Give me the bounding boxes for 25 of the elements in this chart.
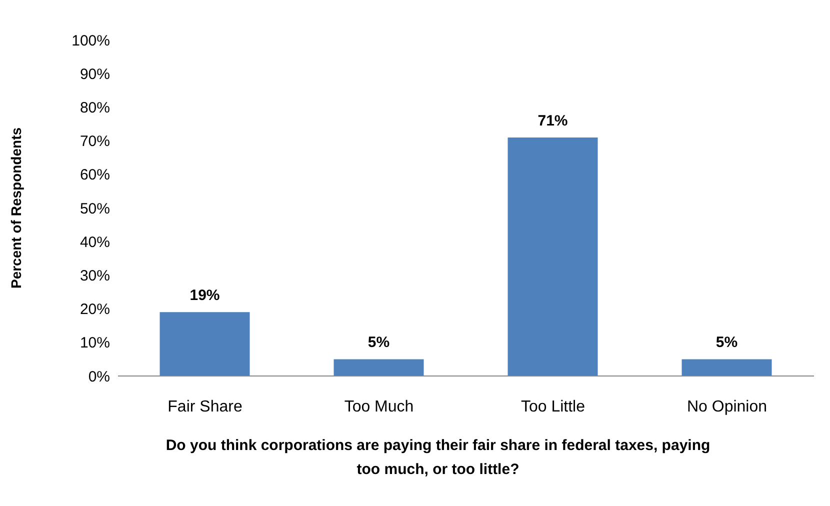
x-tick-label: Too Little [520, 398, 586, 416]
bar [160, 312, 250, 376]
y-axis-title: Percent of Respondents [8, 127, 24, 289]
bar [334, 359, 424, 376]
bar [508, 137, 598, 376]
data-label: 5% [368, 334, 390, 352]
y-tick-label: 100% [72, 32, 110, 50]
y-tick-label: 50% [80, 200, 110, 218]
y-tick-label: 0% [88, 368, 110, 386]
x-tick-label: Too Much [344, 398, 414, 416]
data-label: 19% [190, 287, 220, 304]
y-tick-label: 80% [80, 100, 110, 117]
y-tick-label: 70% [80, 133, 110, 150]
y-tick-label: 40% [80, 234, 110, 251]
x-tick-label: No Opinion [686, 398, 768, 416]
y-tick-label: 60% [80, 166, 110, 184]
x-tick-label: Fair Share [168, 398, 242, 416]
y-tick-label: 20% [80, 301, 110, 318]
data-label: 71% [538, 112, 568, 130]
y-tick-label: 10% [80, 334, 110, 352]
y-tick-label: 90% [80, 66, 110, 83]
bar [682, 359, 772, 376]
x-axis-title: Do you think corporations are paying their fair share in federal taxes, paying too much, or too little? [164, 436, 712, 480]
data-label: 5% [716, 334, 738, 352]
y-tick-label: 30% [80, 268, 110, 285]
